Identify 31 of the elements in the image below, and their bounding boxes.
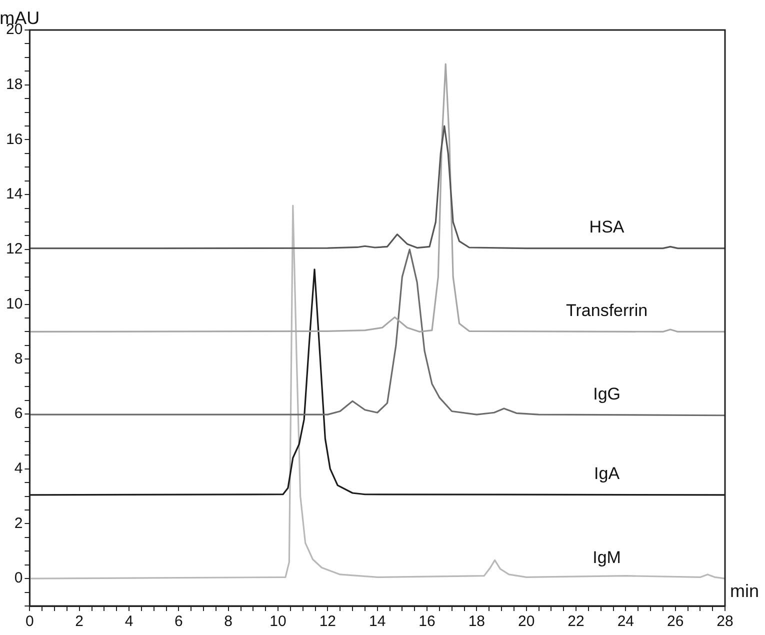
series-label: IgA	[594, 464, 620, 484]
x-tick-label: 14	[369, 613, 386, 630]
x-axis-title: min	[730, 580, 760, 601]
x-tick-label: 26	[666, 613, 684, 630]
x-tick-label: 20	[518, 613, 535, 630]
x-tick-label: 12	[319, 613, 336, 630]
y-tick-label: 8	[14, 350, 23, 368]
x-tick-label: 16	[418, 613, 436, 630]
y-tick-label: 4	[14, 460, 23, 477]
x-tick-label: 0	[26, 613, 34, 630]
y-tick-label: 6	[14, 405, 23, 422]
x-tick-label: 10	[270, 613, 286, 630]
y-tick-label: 16	[6, 130, 23, 148]
y-tick-label: 12	[6, 240, 23, 258]
series-label: Transferrin	[566, 300, 648, 320]
x-tick-label: 6	[174, 613, 183, 630]
series-label: IgM	[592, 548, 621, 567]
y-tick-label: 2	[14, 514, 23, 532]
y-tick-label: 18	[6, 76, 23, 93]
x-tick-label: 8	[224, 613, 233, 630]
y-tick-label: 14	[6, 186, 23, 203]
x-tick-label: 24	[617, 613, 634, 630]
y-tick-label: 10	[6, 295, 23, 312]
x-tick-label: 18	[468, 613, 486, 630]
series-label: HSA	[589, 218, 625, 237]
x-tick-label: 4	[124, 613, 134, 630]
x-tick-label: 22	[568, 613, 584, 630]
x-tick-label: 28	[716, 613, 734, 630]
series-label: IgG	[593, 384, 620, 404]
x-tick-label: 2	[75, 613, 84, 630]
y-tick-label: 0	[14, 570, 23, 587]
